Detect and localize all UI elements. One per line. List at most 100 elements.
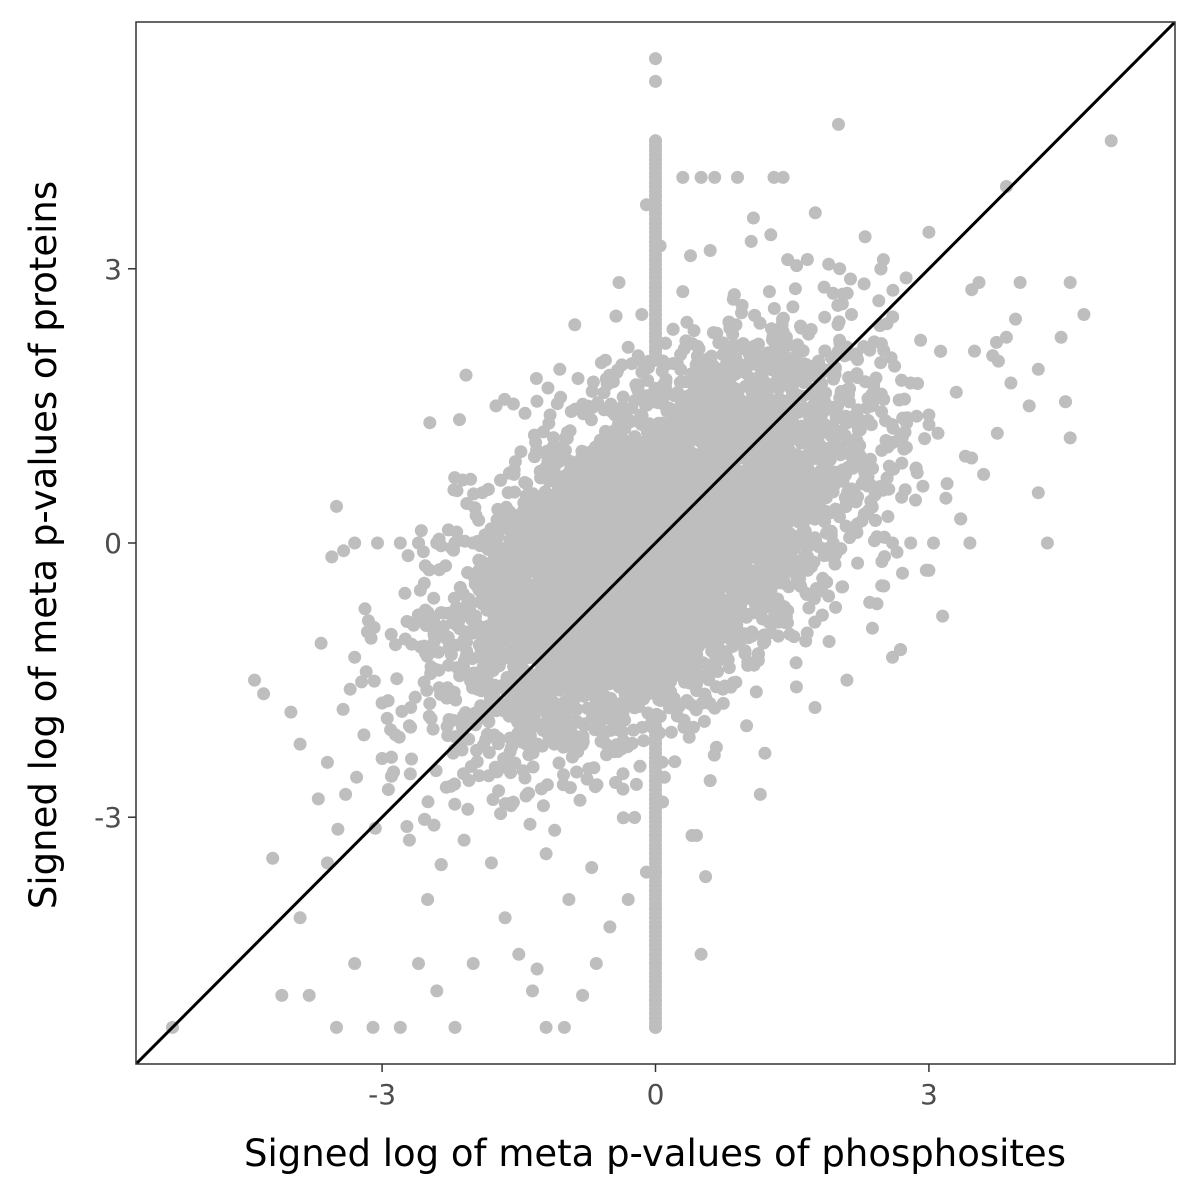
data-point (460, 592, 474, 606)
data-point (518, 406, 532, 420)
data-point (791, 338, 805, 352)
data-point (529, 372, 543, 385)
data-point (789, 680, 803, 694)
data-point (337, 544, 351, 558)
data-point (541, 381, 555, 395)
data-point (729, 675, 743, 689)
data-point (550, 397, 564, 411)
data-point (448, 797, 462, 811)
data-point (633, 759, 647, 773)
data-point (536, 799, 550, 813)
data-point (508, 485, 522, 499)
data-point (697, 714, 711, 728)
data-point (440, 720, 454, 733)
data-point (788, 282, 802, 296)
data-point (687, 720, 700, 734)
data-points (166, 52, 1118, 1034)
data-point (722, 661, 736, 675)
data-point (874, 387, 888, 401)
data-point (526, 760, 540, 774)
data-point (582, 762, 596, 776)
data-point (746, 211, 760, 225)
data-point (442, 606, 455, 620)
data-point (799, 634, 813, 648)
data-point (783, 627, 797, 641)
data-point (423, 697, 437, 710)
data-point (336, 702, 350, 716)
data-point (625, 357, 639, 371)
data-point (418, 559, 432, 573)
data-point (568, 318, 582, 332)
data-point (395, 704, 409, 718)
data-point (350, 770, 364, 784)
data-point (401, 549, 415, 563)
data-point (427, 591, 441, 605)
data-point (839, 416, 853, 430)
data-point (523, 817, 537, 831)
data-point (421, 795, 435, 809)
data-point (427, 818, 441, 832)
data-point (616, 811, 630, 825)
data-point (844, 272, 857, 286)
data-point (469, 509, 483, 522)
data-point (621, 340, 635, 354)
data-point (389, 638, 402, 652)
data-point (380, 711, 394, 725)
data-point (426, 722, 440, 736)
data-point (358, 602, 372, 616)
data-point (822, 635, 836, 648)
data-point (668, 755, 682, 769)
data-point (839, 500, 853, 514)
data-point (536, 425, 550, 439)
data-point (771, 629, 785, 643)
data-point (909, 493, 922, 507)
data-point (764, 228, 778, 242)
data-point (916, 479, 930, 493)
data-point (786, 300, 800, 314)
data-point (857, 277, 871, 291)
data-point (749, 685, 763, 699)
data-point (461, 802, 475, 816)
data-point (628, 811, 642, 824)
data-point (828, 557, 842, 571)
data-point (886, 283, 900, 297)
data-point (892, 393, 906, 407)
data-point (637, 357, 651, 371)
data-point (616, 767, 630, 781)
data-point (530, 962, 544, 976)
data-point (874, 356, 888, 370)
data-point (388, 728, 402, 742)
data-point (367, 674, 381, 688)
data-point (851, 353, 864, 367)
data-point (851, 556, 865, 570)
data-point (939, 491, 953, 505)
data-point (616, 390, 630, 404)
data-point (405, 752, 418, 766)
data-point (831, 318, 845, 332)
data-point (914, 333, 928, 347)
data-point (557, 768, 570, 782)
data-point (589, 712, 603, 726)
data-point (573, 793, 587, 807)
data-point (403, 767, 417, 781)
data-point (671, 385, 685, 399)
data-point (390, 672, 404, 686)
data-point (494, 807, 508, 821)
data-point (840, 286, 854, 300)
data-point (458, 731, 472, 745)
data-point (824, 524, 838, 538)
data-point (685, 337, 699, 351)
data-point (449, 693, 463, 707)
data-point (767, 302, 781, 315)
data-point (529, 435, 543, 449)
data-point (835, 580, 849, 594)
data-point (423, 416, 437, 430)
data-point (364, 631, 378, 645)
data-point (400, 820, 414, 833)
data-point (654, 694, 668, 707)
data-point (439, 632, 453, 645)
data-point (650, 707, 664, 721)
data-point (404, 720, 418, 734)
data-point (833, 262, 847, 276)
data-point (670, 357, 684, 371)
